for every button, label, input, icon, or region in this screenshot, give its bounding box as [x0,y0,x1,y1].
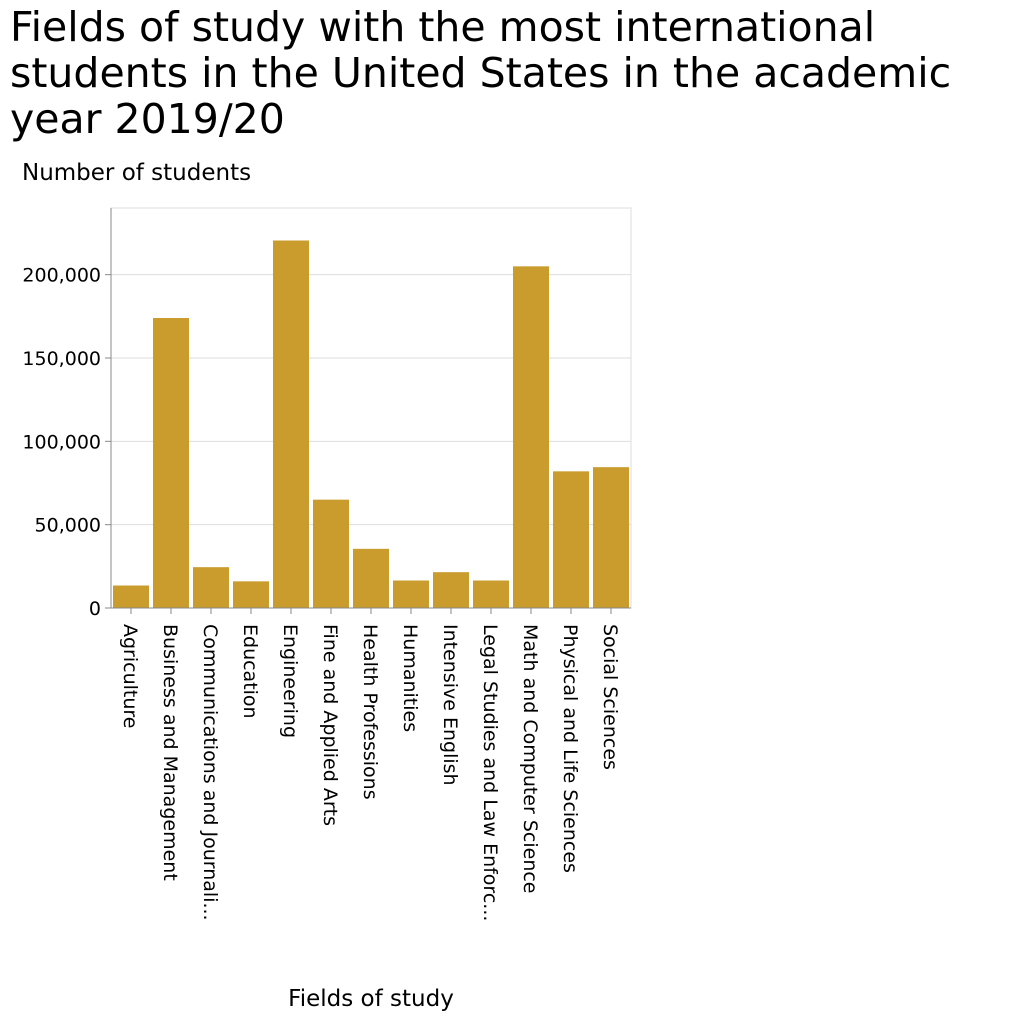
y-tick-label: 100,000 [22,431,101,453]
bar [313,499,349,608]
bar [153,318,189,608]
y-tick-label: 0 [89,598,101,620]
y-tick-label: 150,000 [22,348,101,370]
bar [273,240,309,608]
bar [393,580,429,608]
x-tick-label: Physical and Life Sciences [559,624,581,873]
bar [353,548,389,608]
bar [193,567,229,608]
x-tick-label: Math and Computer Science [519,624,541,894]
bar [473,580,509,608]
bar [593,467,629,608]
y-tick-label: 50,000 [35,515,101,537]
chart-title: Fields of study with the most internatio… [10,3,952,143]
y-tick-label: 200,000 [22,265,101,287]
x-tick-label: Social Sciences [599,624,621,770]
y-axis-title: Number of students [22,160,251,186]
x-axis-title: Fields of study [288,986,454,1012]
x-axis-ticks: Agriculture Business and Management Commun… [119,608,621,921]
x-tick-label: Engineering [279,624,301,738]
x-tick-label: Humanities [399,624,421,732]
bars [113,240,629,608]
bar [513,266,549,608]
y-axis-ticks: 0 50,000 100,000 150,000 200,000 [22,265,111,620]
x-tick-label: Communications and Journali... [199,624,221,921]
x-tick-label: Health Professions [359,624,381,800]
x-tick-label: Legal Studies and Law Enforc... [479,624,501,921]
bar [233,581,269,608]
bar [433,572,469,608]
x-tick-label: Business and Management [159,624,181,881]
bar [553,471,589,608]
x-tick-label: Agriculture [119,624,141,729]
x-tick-label: Fine and Applied Arts [319,624,341,826]
x-tick-label: Intensive English [439,624,461,786]
bar [113,585,149,608]
x-tick-label: Education [239,624,261,719]
